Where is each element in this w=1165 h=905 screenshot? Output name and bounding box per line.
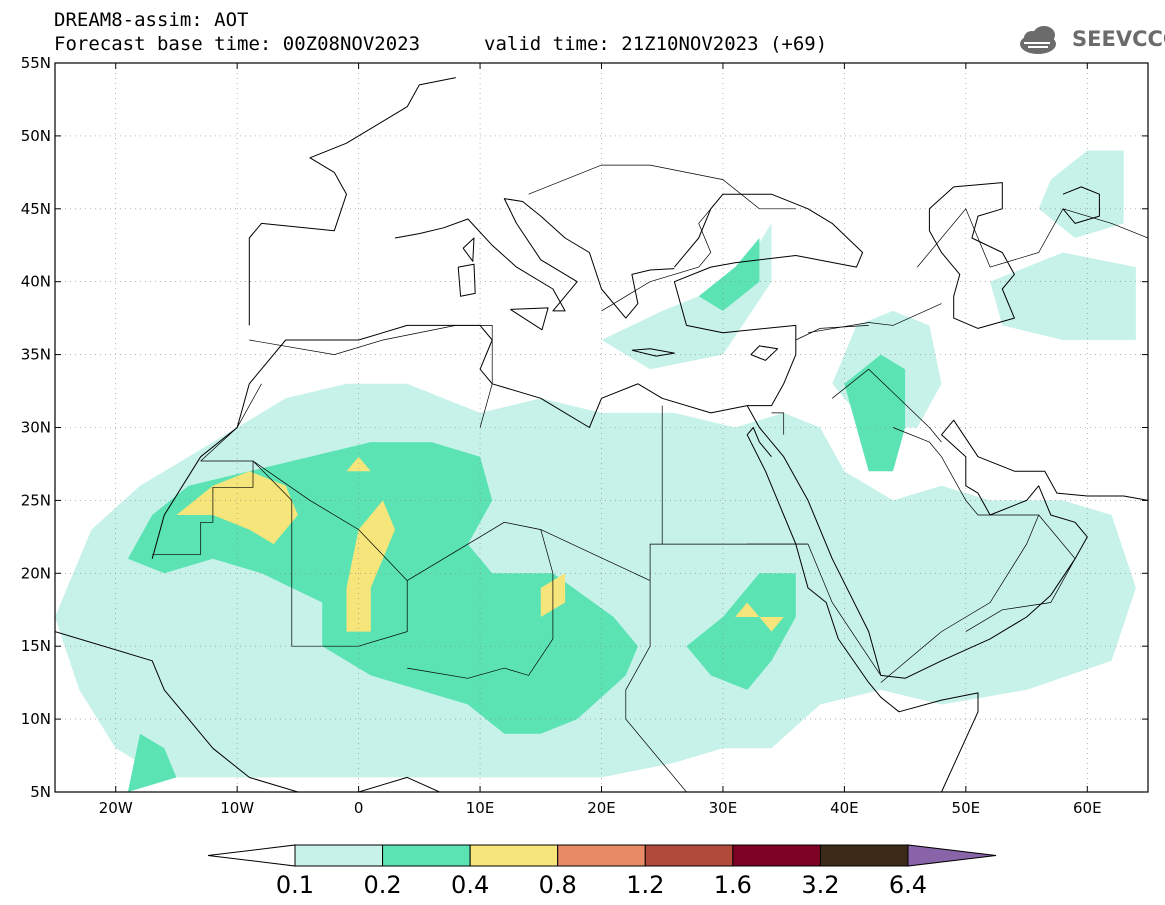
lat-label: 5N [30,783,51,801]
aot-level-2-area-0 [176,471,298,545]
lon-label: 20E [587,799,616,817]
colorbar-label: 3.2 [801,871,839,899]
aot-level-0-area-2 [990,252,1136,340]
lat-label: 40N [21,273,51,291]
coastline-5 [746,427,979,792]
aot-level-2-area-3 [735,602,784,632]
coastline-3 [394,198,675,319]
colorbar-max-arrow [907,844,997,867]
country-border-1 [252,460,408,647]
map-title: DREAM8-assim: AOT [54,9,249,31]
coastline-8 [631,348,675,357]
colorbar-bin-3 [557,844,646,867]
coastline-9 [750,345,779,361]
coastline-6 [928,182,1015,329]
country-border-7 [771,412,785,435]
aot-level-0-area-0 [55,383,1136,778]
colorbar-bin-5 [732,844,821,867]
coastline-11 [510,307,549,331]
country-border-17 [917,208,1148,268]
aot-level-1-area-4 [698,238,760,311]
lon-label: 20W [99,799,133,817]
axis-ticks: 55N 50N 45N 40N 35N 30N 25N 20N 15N 10N 5N 20W 10W 0 1… [21,54,1148,817]
lat-label: 30N [21,419,51,437]
country-border-15 [601,193,724,312]
lon-label: 60E [1073,799,1102,817]
colorbar-bin-0 [294,844,384,867]
lat-label: 25N [21,491,51,509]
colorbar-label: 0.4 [451,871,489,899]
lat-label: 50N [21,127,51,145]
colorbar-label: 0.1 [276,871,314,899]
lat-label: 10N [21,710,51,728]
colorbar-label: 0.2 [363,871,401,899]
aot-level-1-area-2 [844,354,906,472]
colorbar-min-arrow [207,844,296,867]
lon-label: 10E [466,799,495,817]
country-border-13 [795,325,869,341]
coastlines-borders [55,77,1148,792]
colorbar-label: 1.2 [626,871,664,899]
colorbar-bin-2 [469,844,559,867]
colorbar-label: 1.6 [714,871,752,899]
country-border-16 [528,164,796,210]
country-border-11 [880,427,1040,683]
coastline-7 [1062,186,1100,224]
aot-contour-fields [55,150,1136,792]
forecast-base-time: Forecast base time: 00Z08NOV2023 [54,33,421,55]
country-border-8 [831,368,942,443]
colorbar-bin-6 [819,844,909,867]
lat-label: 15N [21,637,51,655]
coastline-10 [457,263,476,297]
lon-label: 40E [830,799,859,817]
country-border-2 [407,521,554,679]
colorbar-bin-1 [382,844,471,867]
lon-label: 10W [220,799,254,817]
aot-level-1-area-3 [127,733,177,792]
country-border-0 [152,460,254,555]
lon-label: 0 [354,799,364,817]
valid-time: valid time: 21Z10NOV2023 (+69) [484,33,828,55]
aot-level-1-area-1 [686,573,796,690]
colorbar-label: 6.4 [889,871,927,899]
country-border-12 [965,514,1076,632]
lat-label: 35N [21,346,51,364]
lat-label: 55N [21,54,51,72]
coastline-4 [746,405,1148,679]
coastline-2 [248,77,456,326]
colorbar-label: 0.8 [539,871,577,899]
lon-label: 50E [952,799,981,817]
lon-label: 30E [709,799,738,817]
aot-level-0-area-4 [601,223,772,370]
logo-text: SEEVCCC [1072,27,1165,51]
colorbar-bin-4 [644,844,734,867]
lat-label: 45N [21,200,51,218]
coastline-12 [462,237,475,262]
country-border-5 [625,580,687,792]
colorbar: 0.1 0.2 0.4 0.8 1.2 1.6 3.2 6.4 [207,844,997,899]
cloud-icon [1020,26,1056,54]
country-border-3 [540,405,663,582]
country-border-6 [747,543,882,676]
coastline-0 [55,631,441,792]
lat-label: 20N [21,564,51,582]
aot-level-0-area-3 [1038,150,1124,238]
